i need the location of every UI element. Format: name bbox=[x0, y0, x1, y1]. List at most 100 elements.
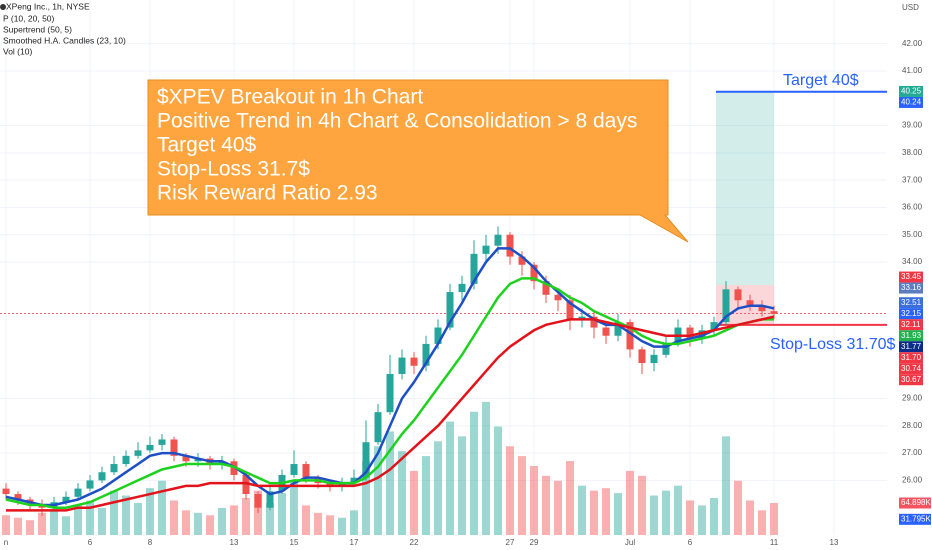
indicator-line bbox=[5, 277, 774, 509]
price-label-bg bbox=[899, 271, 923, 283]
volume-bar bbox=[266, 502, 274, 535]
x-tick-label: 17 bbox=[350, 538, 359, 547]
candle-body bbox=[290, 464, 298, 475]
volume-bar bbox=[386, 431, 394, 535]
volume-label: 64.898K bbox=[901, 498, 931, 507]
volume-label-bg bbox=[899, 497, 931, 509]
volume-bar bbox=[446, 421, 454, 535]
volume-bar bbox=[218, 507, 226, 535]
candle-body bbox=[734, 289, 742, 301]
candle-body bbox=[542, 281, 550, 295]
candle-body bbox=[770, 311, 778, 314]
volume-bar bbox=[626, 470, 634, 535]
candle-body bbox=[338, 483, 346, 486]
x-tick-label: 29 bbox=[530, 538, 539, 547]
chart-title: XPeng Inc., 1h, NYSE bbox=[6, 1, 90, 11]
candle-body bbox=[722, 289, 730, 323]
candle-body bbox=[362, 442, 370, 478]
x-tick-label: 15 bbox=[290, 538, 299, 547]
volume-bar bbox=[206, 515, 214, 535]
price-label: 33.16 bbox=[901, 283, 922, 292]
volume-bar bbox=[470, 411, 478, 535]
volume-bar bbox=[290, 480, 298, 535]
volume-bar bbox=[86, 500, 94, 535]
volume-bar bbox=[602, 488, 610, 535]
volume-bar bbox=[758, 510, 766, 535]
price-label-bg bbox=[899, 308, 923, 320]
volume-bar bbox=[518, 456, 526, 535]
price-label-bg bbox=[899, 96, 923, 108]
candle-body bbox=[746, 300, 754, 306]
x-tick-label: 22 bbox=[410, 538, 419, 547]
annotation-text: Target 40$ bbox=[157, 134, 257, 157]
candle-body bbox=[590, 316, 598, 328]
volume-bar bbox=[350, 510, 358, 535]
volume-bar bbox=[434, 441, 442, 535]
annotation-text: Risk Reward Ratio 2.93 bbox=[157, 182, 378, 205]
price-label-bg bbox=[899, 363, 923, 375]
indicator-line bbox=[6, 315, 775, 512]
candle-body bbox=[2, 488, 10, 495]
candle-body bbox=[74, 488, 82, 497]
volume-bar bbox=[194, 512, 202, 535]
price-label: 31.77 bbox=[901, 342, 922, 351]
price-label-bg bbox=[899, 341, 923, 353]
volume-bar bbox=[614, 493, 622, 535]
price-label: 33.45 bbox=[901, 272, 922, 281]
x-tick-label: 13 bbox=[230, 538, 239, 547]
candle-body bbox=[254, 494, 262, 508]
price-label-bg bbox=[899, 374, 923, 386]
price-label: 32.11 bbox=[901, 320, 921, 329]
volume-bar bbox=[770, 502, 778, 535]
candle-body bbox=[182, 455, 190, 462]
y-tick-label: 37.00 bbox=[902, 175, 923, 184]
volume-bar bbox=[98, 507, 106, 535]
candle-body bbox=[350, 477, 358, 484]
candle-body bbox=[458, 283, 466, 293]
x-tick-label: 11 bbox=[770, 538, 779, 547]
y-tick-label: 28.00 bbox=[902, 421, 923, 430]
price-label: 30.67 bbox=[901, 375, 922, 384]
candle-body bbox=[530, 264, 538, 282]
candle-body bbox=[626, 322, 634, 350]
candle-body bbox=[14, 494, 22, 500]
target-zone bbox=[716, 91, 774, 285]
candle-body bbox=[494, 234, 502, 246]
y-tick-label: 41.00 bbox=[902, 66, 923, 75]
price-label-bg bbox=[899, 352, 923, 364]
price-label: 31.70 bbox=[901, 353, 922, 362]
candle-body bbox=[158, 439, 166, 445]
volume-bar bbox=[146, 488, 154, 535]
volume-bar bbox=[674, 485, 682, 535]
volume-bar bbox=[110, 490, 118, 535]
candle-body bbox=[422, 343, 430, 366]
x-tick-label: Jul bbox=[625, 538, 635, 547]
y-tick-label: 26.00 bbox=[902, 476, 923, 485]
volume-bar bbox=[578, 485, 586, 535]
candle-body bbox=[374, 412, 382, 443]
candle-body bbox=[554, 294, 562, 301]
candle-body bbox=[146, 444, 154, 451]
candle-body bbox=[38, 504, 46, 508]
volume-bar bbox=[122, 495, 130, 535]
stop-label: Stop-Loss 31.70$ bbox=[770, 336, 896, 353]
volume-bar bbox=[458, 436, 466, 535]
volume-bar bbox=[326, 515, 334, 535]
annotation-text: Positive Trend in 4h Chart & Consolidati… bbox=[157, 110, 637, 133]
annotation-text: Stop-Loss 31.7$ bbox=[157, 158, 310, 181]
x-tick-label: 13 bbox=[830, 538, 839, 547]
y-tick-label: 35.00 bbox=[902, 230, 923, 239]
symbol-logo bbox=[0, 4, 6, 10]
candle-body bbox=[134, 450, 142, 456]
candle-body bbox=[434, 327, 442, 344]
x-tick-label: n bbox=[4, 538, 8, 547]
candle-body bbox=[566, 300, 574, 320]
y-tick-label: 36.00 bbox=[902, 203, 923, 212]
y-tick-label: 29.00 bbox=[902, 394, 923, 403]
volume-bar bbox=[710, 498, 718, 535]
volume-bar bbox=[554, 480, 562, 535]
y-tick-label: 42.00 bbox=[902, 39, 923, 48]
volume-bar bbox=[686, 500, 694, 535]
x-tick-label: 6 bbox=[88, 538, 93, 547]
candle-body bbox=[86, 480, 94, 489]
